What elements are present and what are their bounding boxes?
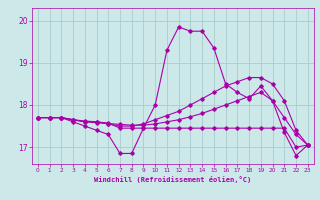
- X-axis label: Windchill (Refroidissement éolien,°C): Windchill (Refroidissement éolien,°C): [94, 176, 252, 183]
